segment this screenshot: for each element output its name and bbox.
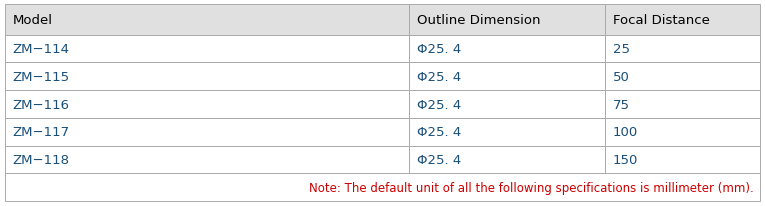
Bar: [605, 118, 760, 146]
Text: Outline Dimension: Outline Dimension: [417, 14, 540, 27]
Bar: [605, 146, 760, 173]
Text: 75: 75: [613, 98, 630, 111]
Bar: [5, 173, 760, 201]
Text: 100: 100: [613, 126, 638, 139]
Text: Φ25. 4: Φ25. 4: [417, 126, 461, 139]
Text: Φ25. 4: Φ25. 4: [417, 153, 461, 166]
Text: Φ25. 4: Φ25. 4: [417, 98, 461, 111]
Bar: [409, 91, 605, 118]
Bar: [409, 146, 605, 173]
Bar: [605, 63, 760, 91]
Bar: [409, 36, 605, 63]
Text: ZM−115: ZM−115: [13, 70, 70, 83]
Text: 25: 25: [613, 43, 630, 56]
Text: Focal Distance: Focal Distance: [613, 14, 710, 27]
Bar: [409, 5, 605, 36]
Bar: [5, 36, 409, 63]
Text: ZM−116: ZM−116: [13, 98, 70, 111]
Text: ZM−114: ZM−114: [13, 43, 70, 56]
Bar: [5, 5, 409, 36]
Text: Φ25. 4: Φ25. 4: [417, 43, 461, 56]
Text: Note: The default unit of all the following specifications is millimeter (mm).: Note: The default unit of all the follow…: [309, 181, 754, 194]
Text: Model: Model: [13, 14, 53, 27]
Bar: [409, 63, 605, 91]
Bar: [5, 146, 409, 173]
Bar: [5, 118, 409, 146]
Text: Φ25. 4: Φ25. 4: [417, 70, 461, 83]
Text: ZM−117: ZM−117: [13, 126, 70, 139]
Bar: [605, 5, 760, 36]
Bar: [605, 91, 760, 118]
Bar: [5, 63, 409, 91]
Text: ZM−118: ZM−118: [13, 153, 70, 166]
Bar: [605, 36, 760, 63]
Text: 50: 50: [613, 70, 630, 83]
Bar: [5, 91, 409, 118]
Bar: [409, 118, 605, 146]
Text: 150: 150: [613, 153, 638, 166]
